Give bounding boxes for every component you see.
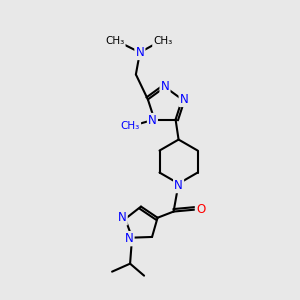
Text: N: N <box>136 46 144 59</box>
Text: N: N <box>160 80 169 92</box>
Text: N: N <box>118 212 127 224</box>
Text: N: N <box>180 93 188 106</box>
Text: N: N <box>148 114 157 127</box>
Text: CH₃: CH₃ <box>105 36 124 46</box>
Text: N: N <box>125 232 134 245</box>
Text: CH₃: CH₃ <box>153 36 172 46</box>
Text: O: O <box>196 203 205 216</box>
Text: N: N <box>174 179 183 192</box>
Text: CH₃: CH₃ <box>121 121 140 130</box>
